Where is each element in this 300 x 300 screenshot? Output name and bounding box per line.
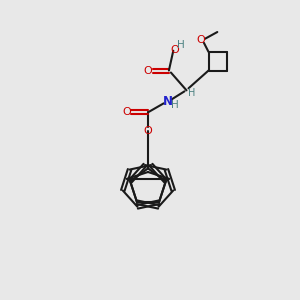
- Text: O: O: [196, 35, 205, 45]
- Text: O: O: [170, 45, 179, 55]
- Text: H: H: [171, 100, 178, 110]
- Text: O: O: [123, 107, 132, 117]
- Text: N: N: [163, 95, 173, 108]
- Text: H: H: [188, 88, 195, 98]
- Text: O: O: [144, 65, 153, 76]
- Text: O: O: [144, 126, 152, 136]
- Text: H: H: [177, 40, 185, 50]
